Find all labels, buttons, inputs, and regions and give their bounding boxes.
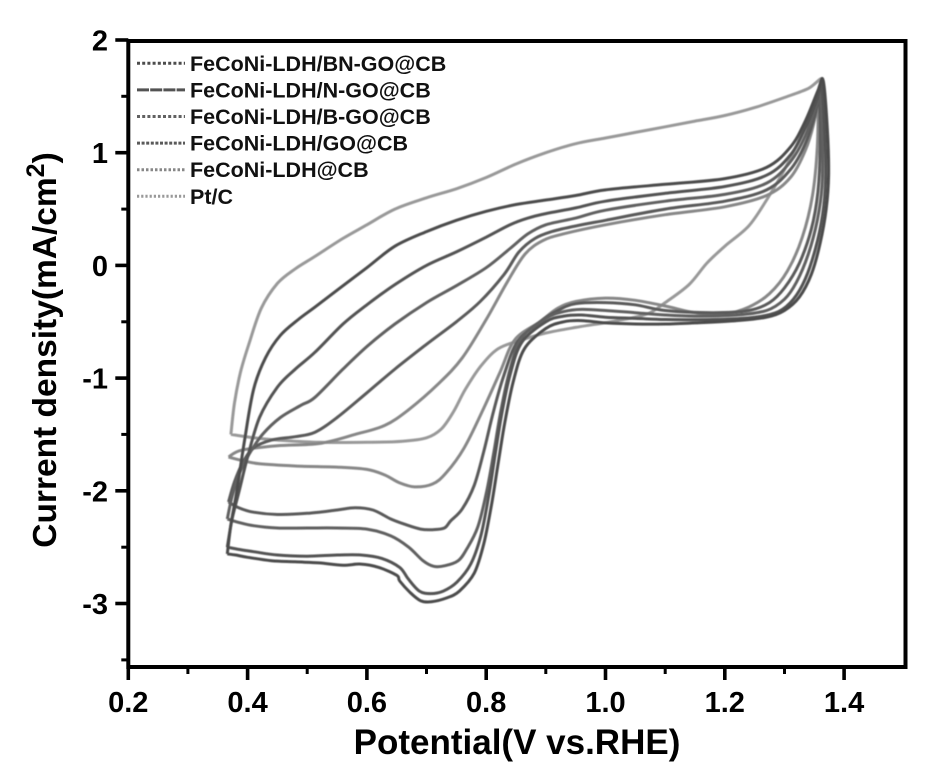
svg-text:0: 0 [92, 251, 108, 283]
svg-text:-1: -1 [82, 364, 108, 396]
svg-text:FeCoNi-LDH/N-GO@CB: FeCoNi-LDH/N-GO@CB [190, 78, 431, 102]
svg-text:Potential(V vs.RHE): Potential(V vs.RHE) [354, 723, 681, 762]
svg-text:1.0: 1.0 [585, 687, 625, 719]
svg-text:FeCoNi-LDH@CB: FeCoNi-LDH@CB [190, 158, 369, 182]
svg-text:1.4: 1.4 [824, 687, 864, 719]
svg-text:0.2: 0.2 [108, 687, 148, 719]
svg-text:0.4: 0.4 [227, 687, 267, 719]
svg-text:FeCoNi-LDH/BN-GO@CB: FeCoNi-LDH/BN-GO@CB [190, 52, 446, 76]
svg-text:1: 1 [92, 138, 108, 170]
svg-text:Pt/C: Pt/C [190, 185, 233, 209]
svg-text:FeCoNi-LDH/GO@CB: FeCoNi-LDH/GO@CB [190, 132, 408, 156]
svg-text:-2: -2 [82, 476, 108, 508]
svg-text:1.2: 1.2 [705, 687, 745, 719]
svg-text:2: 2 [92, 26, 108, 58]
svg-text:0.8: 0.8 [466, 687, 506, 719]
svg-text:-3: -3 [82, 589, 108, 621]
svg-text:Current density(mA/cm2): Current density(mA/cm2) [22, 152, 64, 548]
svg-text:0.6: 0.6 [347, 687, 387, 719]
svg-text:FeCoNi-LDH/B-GO@CB: FeCoNi-LDH/B-GO@CB [190, 105, 431, 129]
